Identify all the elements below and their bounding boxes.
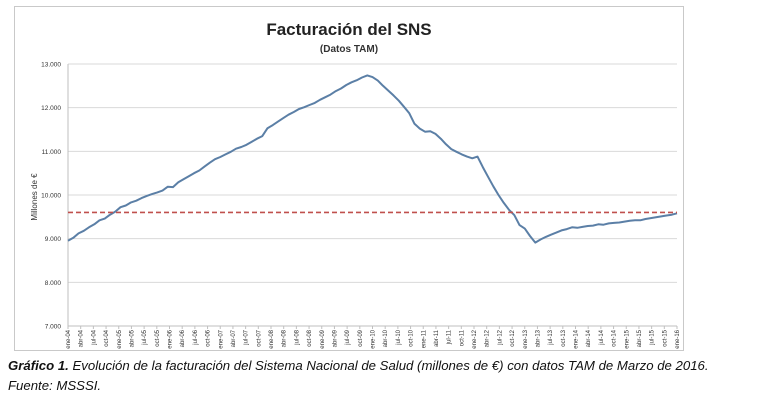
x-tick-label: jul-05 [142, 329, 148, 345]
chart-subtitle: (Datos TAM) [320, 44, 378, 55]
y-tick-label: 10.000 [41, 193, 61, 200]
x-tick-label: oct-15 [662, 329, 668, 346]
x-tick-label: ene-04 [66, 329, 72, 348]
series-line-facturacion [67, 74, 678, 244]
x-tick-label: oct-13 [561, 329, 567, 346]
chart-svg: Facturación del SNS (Datos TAM) Millones… [30, 20, 681, 349]
x-tick-label: abr-09 [332, 329, 338, 347]
x-tick-label: ene-08 [269, 329, 275, 348]
x-tick-label: jul-12 [497, 329, 503, 345]
x-tick-label: abr-05 [129, 329, 135, 347]
x-tick-label: oct-12 [510, 329, 516, 346]
y-axis-label: Millones de € [30, 173, 39, 221]
x-tick-label: jul-10 [396, 329, 402, 345]
x-tick-label: oct-05 [155, 329, 161, 346]
x-tick-label: oct-14 [612, 329, 618, 346]
axis-layer: 7.000 8.000 9.000 10.000 11.000 12.000 13.000 e… [41, 62, 681, 349]
x-tick-label: abr-07 [231, 329, 237, 347]
x-tick-label: ene-05 [117, 329, 123, 348]
x-tick-label: abr-15 [637, 329, 643, 347]
y-tick-label: 9.000 [45, 236, 62, 243]
x-tick-label: ene-10 [371, 329, 377, 348]
x-tick-label: abr-12 [485, 329, 491, 347]
x-tick-label: oct-09 [358, 329, 364, 346]
caption-label: Gráfico 1. [8, 358, 69, 373]
x-tick-label: jul-15 [650, 329, 656, 345]
x-tick-label: jul-13 [548, 329, 554, 345]
x-tick-label: jul-09 [345, 329, 351, 345]
x-tick-label: abr-11 [434, 329, 440, 347]
x-tick-label: abr-14 [586, 329, 592, 347]
x-tick-label: ene-07 [218, 329, 224, 348]
y-tick-label: 13.000 [41, 62, 61, 69]
x-tick-label: abr-13 [535, 329, 541, 347]
x-tick-label: ene-14 [574, 329, 580, 348]
x-tick-label: oct-06 [206, 329, 212, 346]
x-tick-label: jul-08 [294, 329, 300, 345]
x-tick-label: ene-11 [421, 329, 427, 348]
x-tick-label: jul-04 [91, 329, 97, 345]
x-tick-label: jul-11 [447, 329, 453, 345]
x-tick-label: ene-16 [675, 329, 681, 348]
y-tick-label: 8.000 [45, 280, 62, 287]
x-tick-label: ene-12 [472, 329, 478, 348]
x-tick-label: ene-13 [523, 329, 529, 348]
grid-layer [68, 63, 677, 327]
y-tick-label: 11.000 [42, 149, 62, 156]
x-tick-label: abr-04 [79, 329, 85, 347]
series-layer [67, 74, 678, 244]
x-tick-label: oct-11 [459, 329, 465, 346]
caption-text: Evolución de la facturación del Sistema … [8, 358, 709, 393]
x-tick-label: ene-06 [168, 329, 174, 348]
x-tick-label: jul-06 [193, 329, 199, 345]
x-tick-label: jul-14 [599, 329, 605, 345]
x-tick-label: oct-08 [307, 329, 313, 346]
x-tick-label: ene-09 [320, 329, 326, 348]
y-tick-label: 7.000 [45, 324, 62, 331]
x-tick-label: ene-15 [624, 329, 630, 348]
x-tick-label: jul-07 [244, 329, 250, 345]
chart-frame: Facturación del SNS (Datos TAM) Millones… [14, 6, 684, 351]
x-tick-label: abr-08 [282, 329, 288, 347]
x-tick-label: abr-06 [180, 329, 186, 347]
figure-caption: Gráfico 1. Evolución de la facturación d… [8, 356, 748, 396]
x-tick-label: oct-10 [409, 329, 415, 346]
x-tick-label: oct-04 [104, 329, 110, 346]
x-tick-label: oct-07 [256, 329, 262, 346]
x-tick-label: abr-10 [383, 329, 389, 347]
chart-title: Facturación del SNS [266, 20, 431, 39]
y-tick-label: 12.000 [41, 105, 61, 112]
